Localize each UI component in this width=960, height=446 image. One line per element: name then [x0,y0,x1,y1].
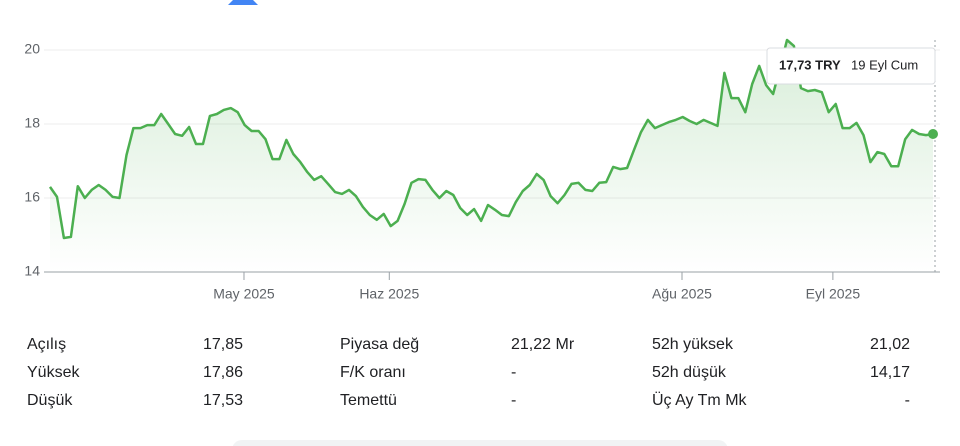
stat-label: Düşük [27,392,73,409]
blue-indicator [228,0,258,5]
y-tick-label: 16 [24,189,40,205]
y-tick-label: 20 [24,41,40,57]
stat-value: 21,02 [870,336,910,353]
stat-label: Açılış [27,336,66,353]
x-tick-label: May 2025 [213,286,275,302]
hover-dot [928,128,938,139]
tooltip-date: 19 Eyl Cum [851,57,918,72]
area-fill [50,40,933,272]
stat-label: 52h düşük [652,364,727,381]
stat-value: 21,22 Mr [511,336,575,353]
stat-label: Yüksek [27,364,80,381]
stat-label: Üç Ay Tm Mk [652,391,748,409]
stat-value: - [511,392,516,409]
price-line [48,38,934,240]
stat-label: Piyasa değ [340,336,419,353]
stat-value: 17,86 [203,364,243,381]
stat-value: - [511,364,516,381]
stat-label: 52h yüksek [652,336,734,353]
stat-label: F/K oranı [340,364,406,381]
x-tick-label: Eyl 2025 [806,286,861,302]
tooltip-box [766,47,936,85]
stat-value: 14,17 [870,364,910,381]
stat-label: Temettü [340,392,397,409]
y-tick-label: 18 [24,115,40,131]
x-tick-label: Ağu 2025 [652,286,712,302]
y-tick-label: 14 [24,263,40,279]
bottom-bar[interactable] [232,440,728,446]
stat-value: 17,53 [203,392,243,409]
stat-value: 17,85 [203,336,243,353]
stat-value: - [905,392,910,409]
tooltip-price: 17,73 TRY [779,57,841,72]
x-tick-label: Haz 2025 [359,286,419,302]
